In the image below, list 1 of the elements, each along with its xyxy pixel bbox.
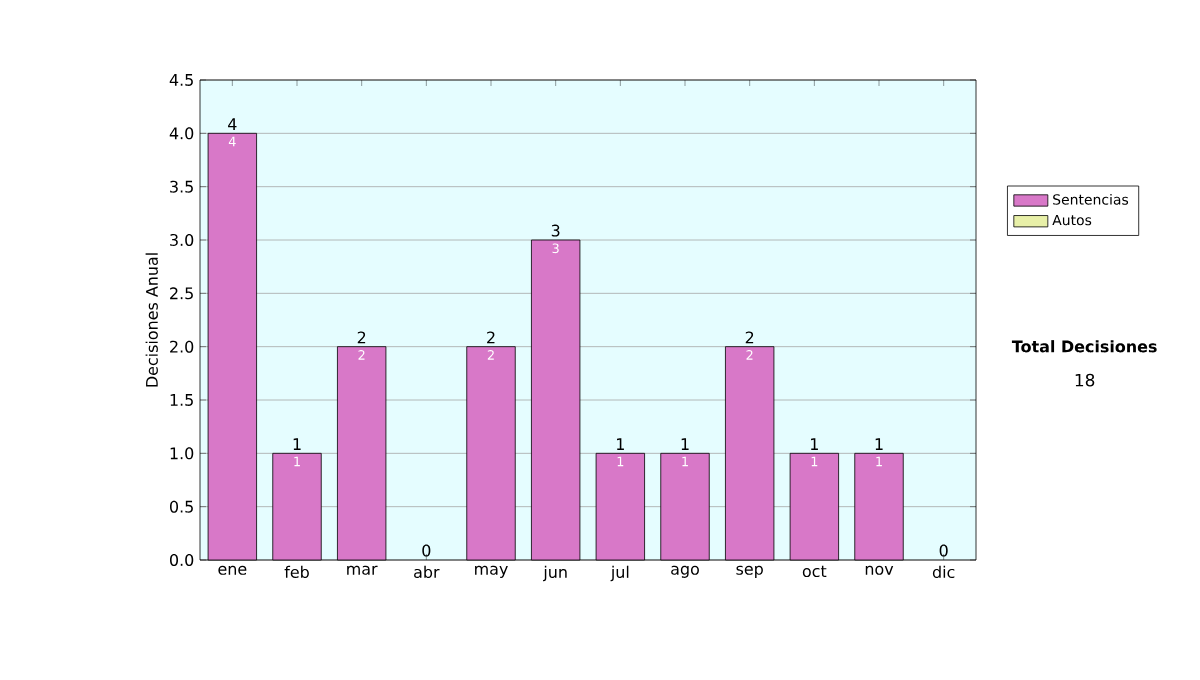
text: 18 — [1075, 373, 1095, 387]
